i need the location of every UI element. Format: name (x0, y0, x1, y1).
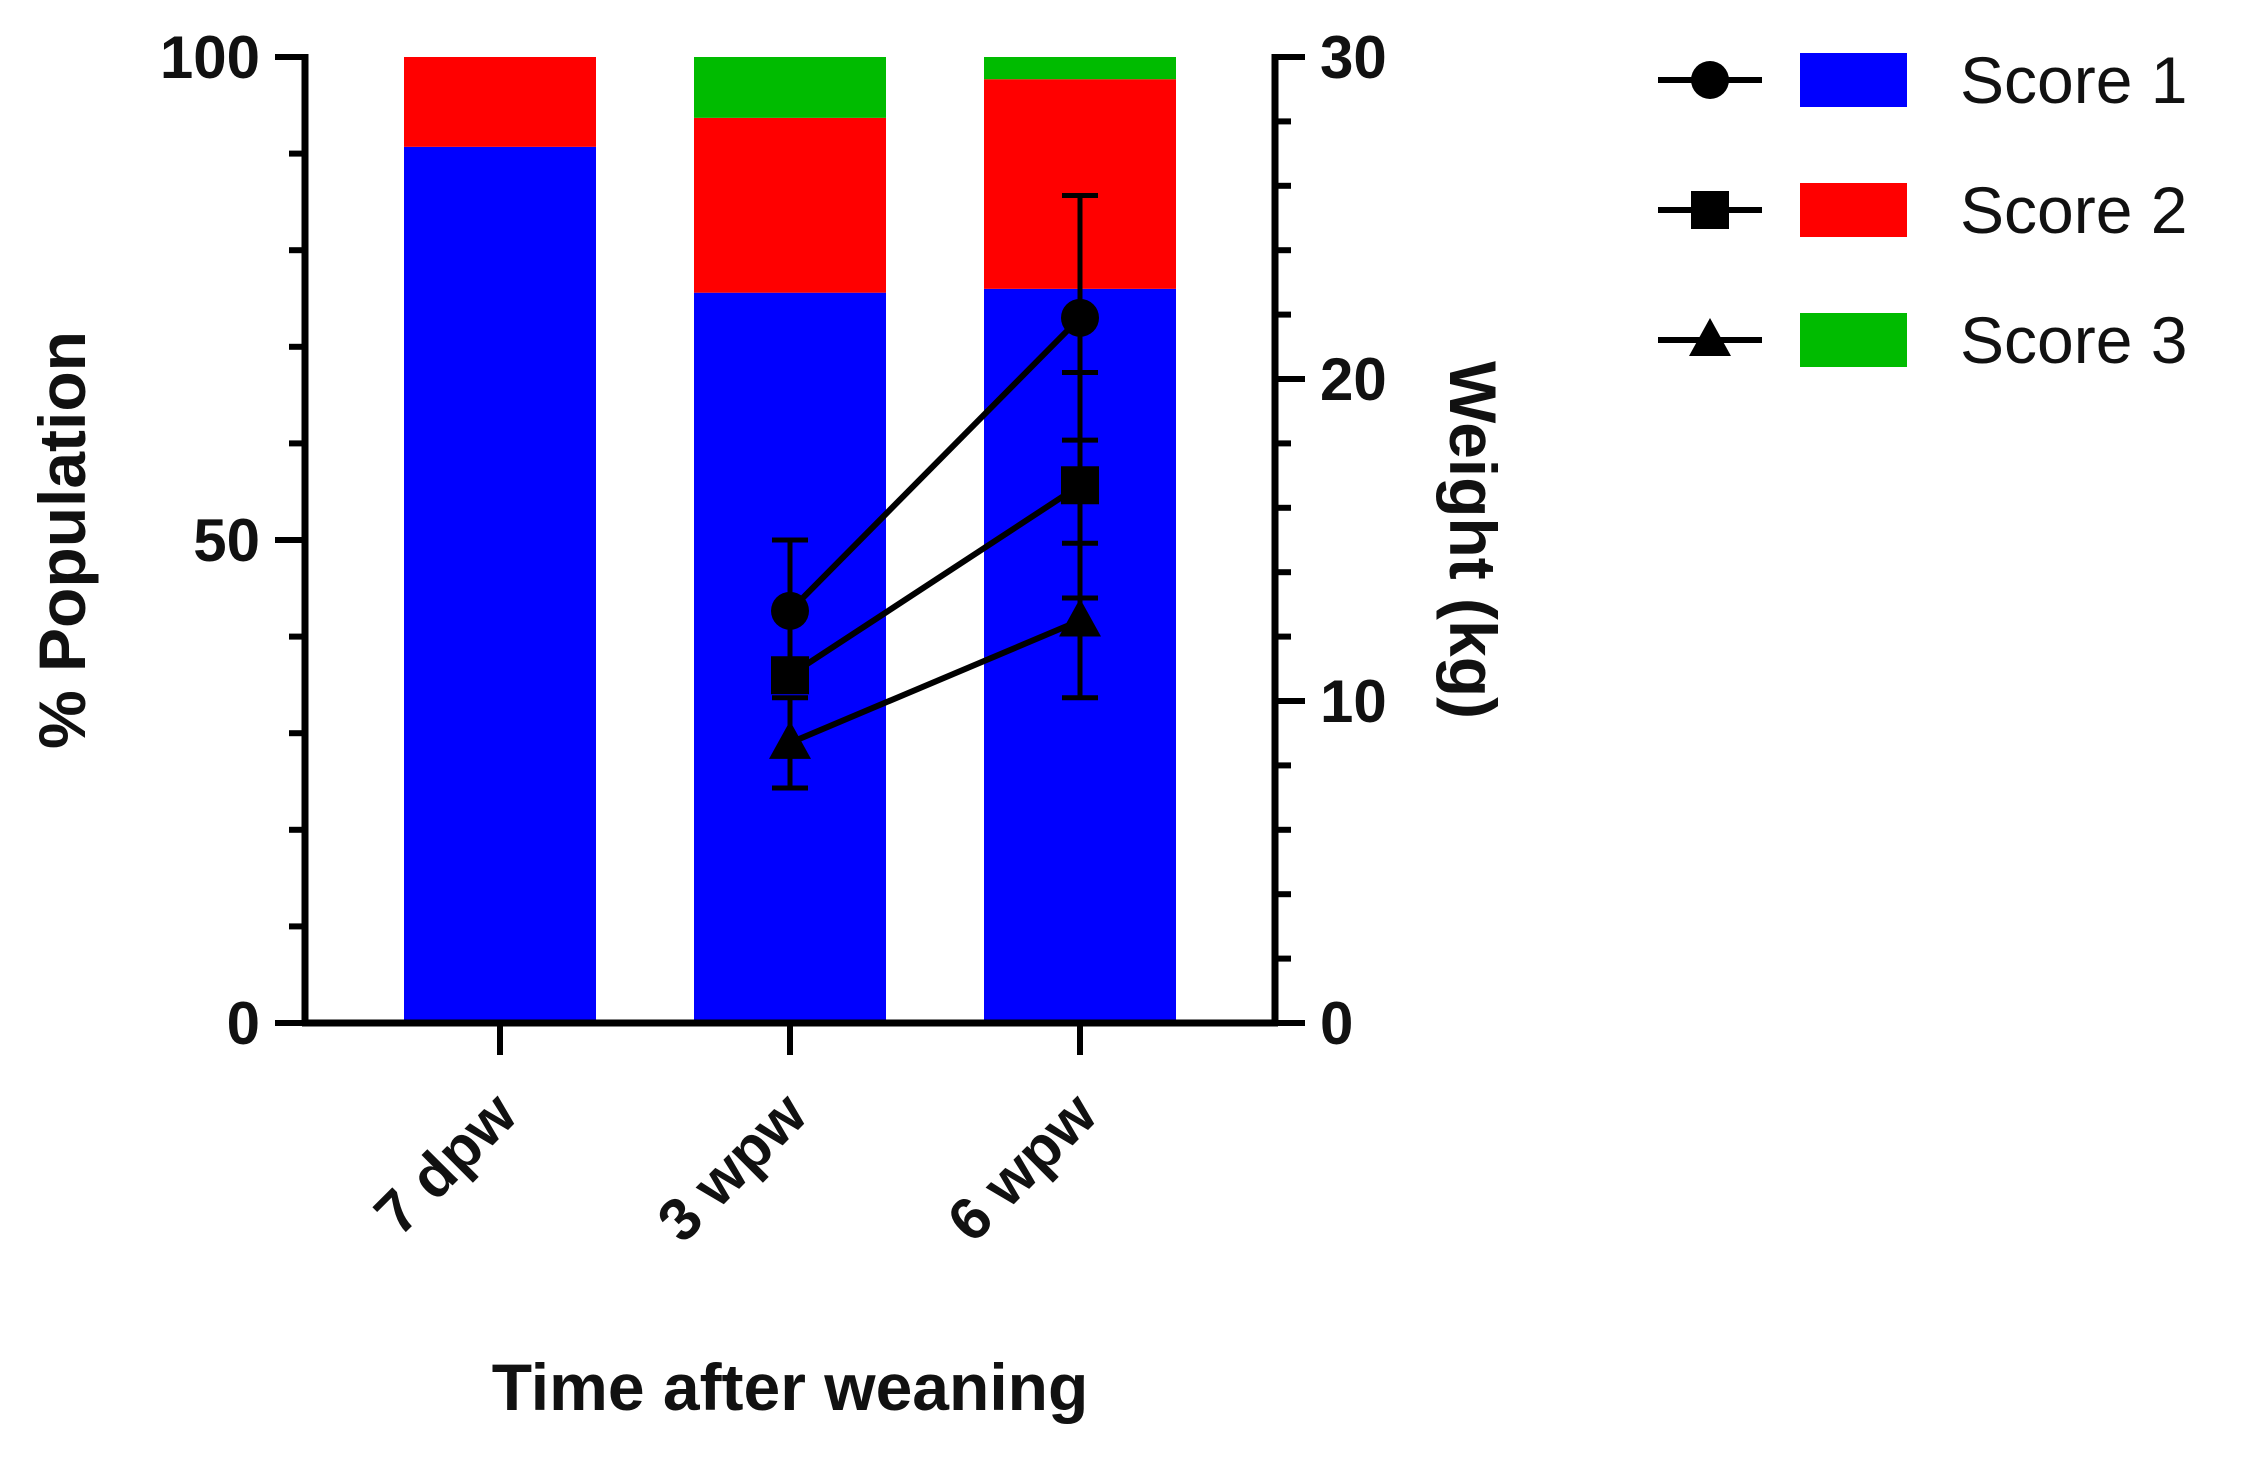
x-tick-label: 3 wpw (645, 1080, 820, 1255)
line-score-2 (788, 482, 1082, 678)
legend-label-score-2: Score 2 (1960, 173, 2187, 247)
legend-label-score-1: Score 1 (1960, 43, 2187, 117)
weight-lines (769, 192, 1101, 791)
y2-tick-label: 30 (1320, 24, 1387, 91)
bar-score-1-7-dpw (404, 146, 596, 1023)
x-tick-label: 7 dpw (362, 1080, 530, 1248)
bar-score-2-7-dpw (404, 57, 596, 147)
x-axis-title: Time after weaning (492, 1350, 1089, 1424)
legend-marker-score-1 (1691, 61, 1729, 99)
point-score-3-3-wpw (769, 720, 811, 759)
legend-marker-score-3 (1689, 318, 1731, 356)
point-score-2-3-wpw (771, 656, 809, 695)
legend-swatch-score-1 (1800, 53, 1907, 107)
y2-tick-label: 20 (1320, 346, 1387, 413)
y-tick-label: 100 (160, 24, 260, 91)
x-tick-label: 6 wpw (935, 1080, 1110, 1255)
point-score-1-3-wpw (771, 591, 809, 630)
y2-axis-title: Weight (kg) (1436, 361, 1510, 719)
x-ticks: 7 dpw 3 wpw 6 wpw (362, 1023, 1110, 1255)
point-score-1-6-wpw (1061, 298, 1099, 337)
y2-tick-label: 10 (1320, 668, 1387, 735)
line-score-3 (788, 617, 1082, 746)
bar-score-2-3-wpw (694, 117, 886, 293)
legend-swatch-score-2 (1800, 183, 1907, 237)
y2-ticks: 0 10 20 30 (1275, 24, 1387, 1057)
y2-tick-label: 0 (1320, 990, 1353, 1057)
line-score-1 (787, 315, 1083, 613)
y-axis-title: % Population (25, 331, 99, 749)
y-ticks: 0 50 100 (160, 24, 305, 1057)
legend: Score 1 Score 2 Score 3 (1658, 43, 2187, 377)
legend-swatch-score-3 (1800, 313, 1907, 367)
y-tick-label: 0 (227, 990, 260, 1057)
y-tick-label: 50 (193, 507, 260, 574)
legend-label-score-3: Score 3 (1960, 303, 2187, 377)
bar-score-3-3-wpw (694, 57, 886, 118)
point-score-2-6-wpw (1061, 466, 1099, 505)
bar-score-3-6-wpw (984, 57, 1176, 80)
point-score-3-6-wpw (1059, 598, 1101, 637)
legend-marker-score-2 (1691, 191, 1729, 229)
